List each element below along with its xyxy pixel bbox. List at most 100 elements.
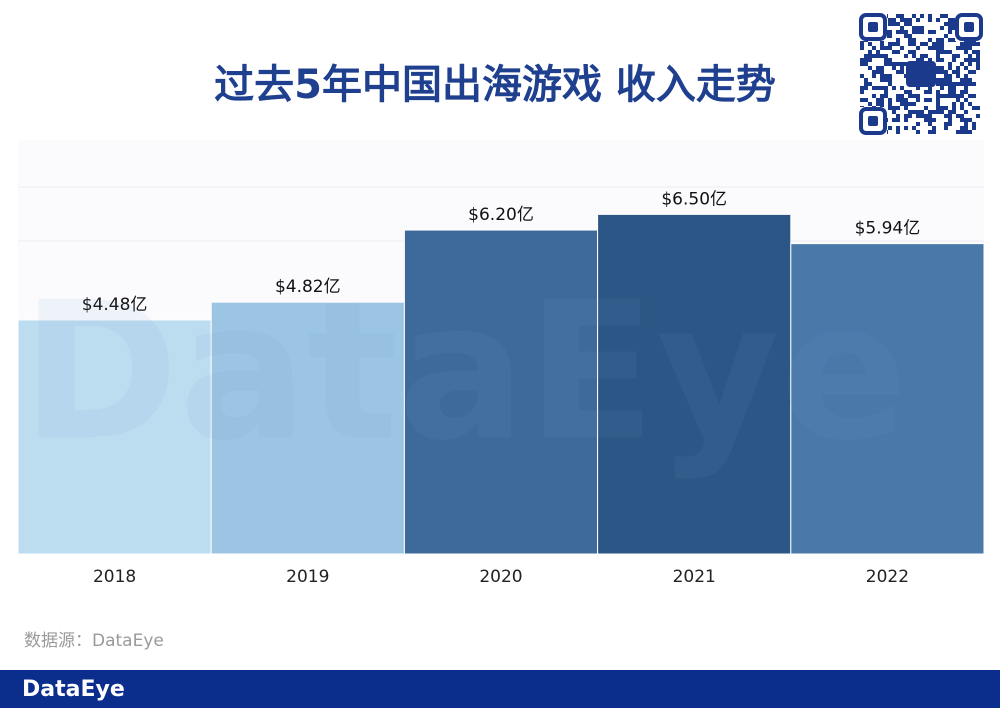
qr-cell — [860, 98, 864, 102]
qr-cell — [888, 106, 892, 110]
qr-cell — [960, 130, 964, 134]
qr-cell — [964, 42, 968, 46]
qr-cell — [892, 118, 896, 122]
qr-cell — [940, 46, 944, 50]
qr-cell — [884, 74, 888, 78]
qr-cell — [976, 42, 980, 46]
qr-cell — [884, 46, 888, 50]
qr-finder — [964, 22, 974, 32]
qr-cell — [928, 18, 932, 22]
qr-cell — [896, 30, 900, 34]
qr-cell — [968, 118, 972, 122]
source: 数据源：DataEye — [24, 631, 164, 651]
qr-cell — [872, 74, 876, 78]
qr-cell — [904, 62, 908, 66]
qr-cell — [928, 130, 932, 134]
qr-cell — [868, 102, 872, 106]
qr-cell — [940, 86, 944, 90]
qr-cell — [972, 122, 976, 126]
qr-cell — [876, 66, 880, 70]
qr-cell — [968, 82, 972, 86]
qr-cell — [868, 42, 872, 46]
qr-cell — [948, 86, 952, 90]
qr-cell — [944, 74, 948, 78]
qr-cell — [920, 58, 924, 62]
qr-cell — [948, 78, 952, 82]
qr-cell — [944, 70, 948, 74]
qr-cell — [888, 102, 892, 106]
qr-cell — [864, 78, 868, 82]
qr-cell — [888, 42, 892, 46]
qr-cell — [952, 70, 956, 74]
qr-cell — [920, 26, 924, 30]
qr-cell — [892, 86, 896, 90]
qr-cell — [944, 14, 948, 18]
qr-cell — [944, 114, 948, 118]
qr-cell — [912, 54, 916, 58]
qr-cell — [936, 106, 940, 110]
qr-cell — [976, 54, 980, 58]
bar — [790, 243, 985, 555]
qr-cell — [964, 118, 968, 122]
qr-cell — [940, 38, 944, 42]
x-tick-label: 2020 — [479, 567, 522, 587]
qr-cell — [896, 42, 900, 46]
qr-cell — [860, 58, 864, 62]
qr-cell — [948, 82, 952, 86]
qr-cell — [880, 46, 884, 50]
qr-cell — [920, 114, 924, 118]
qr-cell — [960, 42, 964, 46]
qr-cell — [868, 66, 872, 70]
qr-cell — [924, 42, 928, 46]
qr-cell — [860, 46, 864, 50]
qr-cell — [944, 122, 948, 126]
qr-cell — [964, 46, 968, 50]
qr-cell — [960, 62, 964, 66]
qr-cell — [884, 62, 888, 66]
qr-cell — [868, 82, 872, 86]
qr-cell — [864, 62, 868, 66]
qr-cell — [976, 58, 980, 62]
x-tick-label: 2018 — [93, 567, 136, 587]
qr-cell — [916, 98, 920, 102]
qr-cell — [960, 114, 964, 118]
qr-cell — [968, 54, 972, 58]
qr-cell — [908, 114, 912, 118]
qr-cell — [956, 98, 960, 102]
x-tick-label: 2019 — [286, 567, 329, 587]
qr-cell — [948, 30, 952, 34]
qr-cell — [876, 86, 880, 90]
qr-cell — [912, 38, 916, 42]
qr-cell — [908, 42, 912, 46]
qr-cell — [948, 74, 952, 78]
qr-cell — [872, 54, 876, 58]
qr-cell — [964, 82, 968, 86]
qr-cell — [884, 94, 888, 98]
qr-cell — [916, 114, 920, 118]
qr-cell — [944, 126, 948, 130]
qr-cell — [936, 82, 940, 86]
qr-cell — [908, 38, 912, 42]
qr-cell — [896, 62, 900, 66]
qr-cell — [940, 50, 944, 54]
qr-cell — [948, 62, 952, 66]
qr-cell — [904, 34, 908, 38]
qr-cell — [916, 130, 920, 134]
qr-cell — [952, 110, 956, 114]
qr-cell — [964, 66, 968, 70]
qr-finder — [868, 22, 878, 32]
qr-cell — [892, 62, 896, 66]
qr-cell — [904, 22, 908, 26]
qr-cell — [924, 118, 928, 122]
qr-cell — [904, 90, 908, 94]
qr-cell — [876, 70, 880, 74]
qr-cell — [952, 26, 956, 30]
qr-cell — [888, 98, 892, 102]
watermark: DataEye — [21, 261, 908, 482]
qr-cell — [908, 102, 912, 106]
qr-cell — [904, 54, 908, 58]
qr-cell — [872, 46, 876, 50]
qr-cell — [952, 82, 956, 86]
qr-cell — [964, 130, 968, 134]
qr-cell — [944, 22, 948, 26]
